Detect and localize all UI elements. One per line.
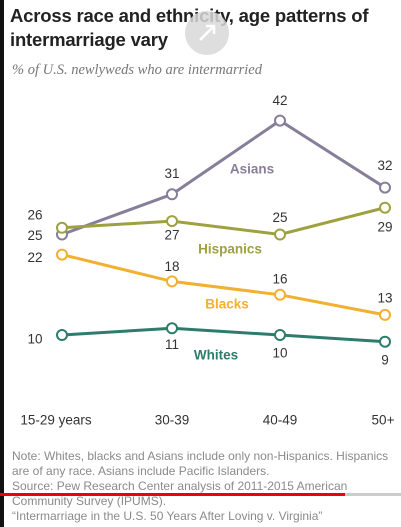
value-label: 29: [377, 219, 392, 234]
x-tick-label: 50+: [372, 413, 395, 428]
series-line: [61, 326, 386, 344]
x-tick-label: 40-49: [263, 413, 298, 428]
data-point: [166, 215, 178, 228]
frame-edge: [0, 0, 4, 527]
value-label: 31: [164, 166, 179, 181]
value-label: 25: [27, 228, 42, 243]
value-label: 10: [272, 346, 287, 361]
note: Note: Whites, blacks and Asians include …: [12, 449, 389, 478]
data-point: [379, 181, 391, 194]
chart-subtitle: % of U.S. newlyweds who are intermarried: [12, 62, 262, 78]
value-label: 26: [27, 207, 42, 222]
data-point: [274, 228, 286, 241]
x-tick-label: 30-39: [155, 413, 190, 428]
value-label: 32: [377, 158, 392, 173]
overlay-icon-arrow: [199, 24, 216, 41]
value-label: 10: [27, 332, 42, 347]
series-label: Whites: [194, 348, 238, 363]
value-label: 22: [27, 250, 42, 265]
value-label: 9: [381, 352, 389, 367]
notes: Note: Whites, blacks and Asians include …: [12, 449, 397, 524]
series-label: Blacks: [205, 297, 249, 312]
value-label: 13: [377, 290, 392, 305]
value-label: 11: [165, 337, 179, 352]
data-point: [56, 248, 68, 261]
value-label: 42: [272, 93, 287, 108]
data-point: [166, 275, 178, 288]
data-point: [56, 221, 68, 234]
data-point: [56, 329, 68, 341]
value-label: 16: [272, 271, 287, 286]
data-point: [379, 308, 391, 321]
data-point: [274, 329, 286, 341]
value-label: 18: [164, 259, 179, 274]
report: “Intermarriage in the U.S. 50 Years Afte…: [12, 509, 323, 523]
data-point: [379, 335, 391, 348]
series-line: [61, 206, 386, 237]
value-label: 27: [164, 228, 179, 243]
series-label: Asians: [230, 162, 274, 177]
data-point: [274, 288, 286, 301]
x-tick-label: 15-29 years: [20, 413, 92, 428]
source: Source: Pew Research Center analysis of …: [12, 479, 348, 508]
series-line: [61, 118, 386, 236]
data-point: [166, 322, 178, 335]
chart-title: Across race and ethnicity, age patterns …: [10, 5, 369, 50]
data-point: [274, 114, 286, 127]
series-label: Hispanics: [198, 242, 262, 257]
series-line: [61, 253, 386, 317]
data-point: [379, 201, 391, 214]
data-point: [166, 188, 178, 201]
value-label: 25: [272, 210, 287, 225]
